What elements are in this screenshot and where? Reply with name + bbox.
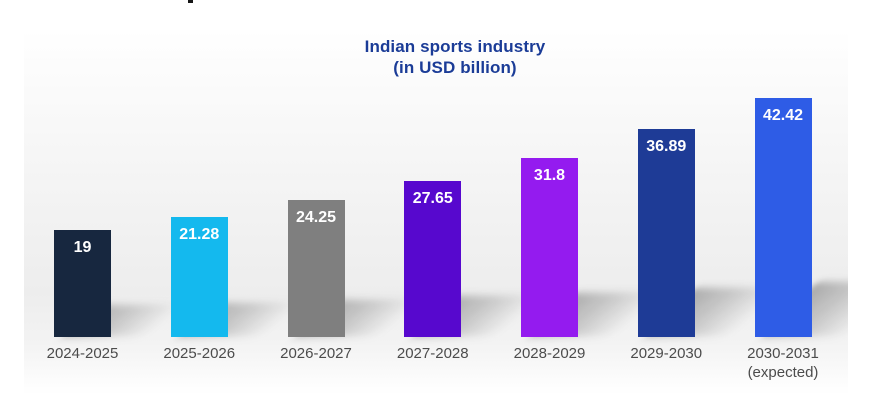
bar-value-label: 21.28 xyxy=(179,226,220,243)
bar-2028-2029: 31.8 xyxy=(521,158,578,337)
bar-value-label: 27.65 xyxy=(412,190,453,207)
bar-2029-2030: 36.89 xyxy=(637,129,695,337)
bar-value-label: 42.42 xyxy=(762,107,804,124)
bar-2025-2026: 21.28 xyxy=(170,217,228,337)
category-label: 2027-2028 xyxy=(396,345,469,362)
category-label: 2028-2029 xyxy=(513,345,586,362)
bar-2030-2031: 42.42 xyxy=(754,98,812,337)
chart-title-line1: Indian sports industry xyxy=(364,37,546,56)
bar-chart: 19 2024-2025 21.28 2025-2026 24.25 2026-2027 2… xyxy=(24,30,848,395)
bar-2024-2025: 19 xyxy=(54,230,111,337)
bar-value-label: 24.25 xyxy=(295,209,337,226)
chart-title: Indian sports industry (in USD billion) xyxy=(24,36,848,78)
bar-2026-2027: 24.25 xyxy=(287,200,345,337)
category-label: 2029-2030 xyxy=(630,345,703,362)
bar-value-label: 31.8 xyxy=(533,167,566,184)
category-label: 2024-2025 xyxy=(46,345,119,362)
category-label: 2025-2026 xyxy=(163,345,236,362)
category-label: 2026-2027 xyxy=(280,345,352,362)
category-label: 2030-2031 (expected) xyxy=(747,345,819,381)
bar-value-label: 36.89 xyxy=(646,138,687,155)
chart-title-line2: (in USD billion) xyxy=(393,58,517,77)
chart-panel: Indian sports industry (in USD billion) … xyxy=(24,30,848,395)
bar-value-label: 19 xyxy=(73,239,92,256)
cropped-text-artifact xyxy=(188,0,193,3)
bar-2027-2028: 27.65 xyxy=(404,181,462,337)
